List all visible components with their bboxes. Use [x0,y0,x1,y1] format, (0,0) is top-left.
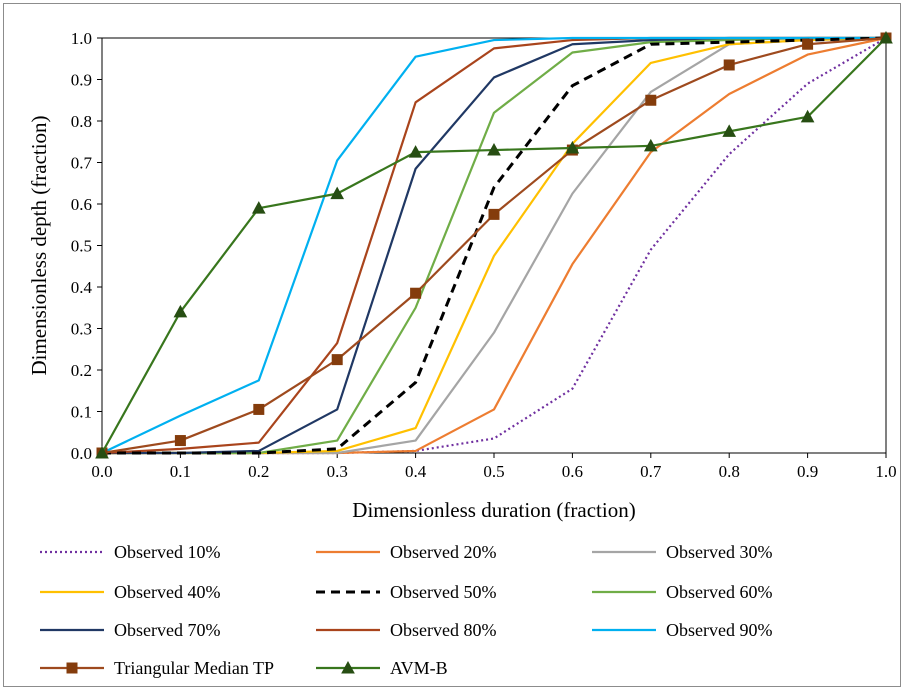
y-tick-label: 0.1 [71,403,92,422]
data-point [487,143,501,156]
x-tick-label: 0.9 [797,462,818,481]
series-avm-b [95,30,893,459]
x-tick-label: 0.1 [170,462,191,481]
series-observed-40 [102,36,887,455]
series-line [102,36,886,455]
series-line [102,36,887,455]
y-tick-label: 0.4 [71,278,93,297]
series-line [102,36,887,455]
data-point [251,201,266,214]
data-point [722,124,737,137]
x-tick-label: 1.0 [875,462,896,481]
series-observed-20 [102,36,887,455]
legend-label: Observed 70% [114,620,220,640]
legend-label: Observed 90% [666,620,772,640]
series-observed-80 [101,36,886,455]
series-observed-30 [102,36,887,455]
y-tick-label: 0.0 [71,444,92,463]
series-observed-50 [102,36,887,455]
data-point [408,145,423,158]
legend-item-avm-b: AVM-B [316,658,448,678]
series-line [102,36,887,455]
legend-item-triangular-median-tp: Triangular Median TP [40,658,274,678]
data-point [174,435,186,447]
x-tick-label: 0.2 [248,462,269,481]
y-tick-label: 0.6 [71,195,92,214]
data-point [800,109,815,123]
legend-item-observed-50: Observed 50% [316,582,496,602]
data-point [879,30,893,44]
legend-item-observed-70: Observed 70% [40,620,220,640]
data-point [802,38,814,50]
series-line [101,36,887,455]
data-point [95,445,109,459]
legend-item-observed-80: Observed 80% [316,620,496,640]
y-tick-label: 0.5 [71,237,92,256]
series-line [102,36,886,455]
y-tick-label: 0.8 [71,112,92,131]
legend-item-observed-30: Observed 30% [592,542,772,562]
legend-item-observed-40: Observed 40% [40,582,220,602]
x-tick-label: 0.6 [562,462,583,481]
legend-item-observed-20: Observed 20% [316,542,496,562]
data-point [331,354,343,366]
series-triangular-median-tp [96,32,892,459]
x-tick-label: 0.4 [405,462,427,481]
series-observed-90 [101,36,886,454]
chart-frame [3,3,901,687]
legend-label: Observed 80% [390,620,496,640]
y-tick-label: 0.7 [71,154,93,173]
legend-label: Observed 60% [666,582,772,602]
data-point [330,186,345,200]
data-point [173,304,188,318]
legend-item-observed-60: Observed 60% [592,582,772,602]
legend-marker [66,662,78,674]
x-axis-title: Dimensionless duration (fraction) [352,498,635,522]
legend-item-observed-10: Observed 10% [40,542,220,562]
series-line [102,37,887,455]
legend-label: Observed 50% [390,582,496,602]
plot-area [101,37,887,454]
series-observed-10 [102,37,887,455]
series-observed-60 [102,36,886,455]
legend-label: Triangular Median TP [114,658,274,678]
legend-label: AVM-B [390,658,448,678]
x-tick-label: 0.0 [91,462,112,481]
y-tick-label: 0.9 [71,71,92,90]
series-line [101,37,887,454]
legend-label: Observed 30% [666,542,772,562]
legend-label: Observed 40% [114,582,220,602]
y-tick-label: 1.0 [71,29,92,48]
x-tick-label: 0.7 [640,462,662,481]
legend-label: Observed 10% [114,542,220,562]
x-tick-label: 0.5 [483,462,504,481]
data-point [488,208,500,220]
data-point [643,138,658,152]
legend-marker [341,660,355,674]
y-axis-title: Dimensionless depth (fraction) [27,115,51,375]
x-tick-label: 0.8 [719,462,740,481]
series-line [101,36,886,454]
y-tick-label: 0.2 [71,361,92,380]
series-observed-70 [102,36,886,455]
series-line [102,36,887,455]
legend-label: Observed 20% [390,542,496,562]
legend-item-observed-90: Observed 90% [592,620,772,640]
series-line [101,36,886,455]
x-tick-label: 0.3 [327,462,348,481]
data-point [645,94,657,106]
data-point [565,140,580,154]
data-point [723,59,735,71]
data-point [253,403,265,415]
y-tick-label: 0.3 [71,320,92,339]
data-point [410,287,422,299]
